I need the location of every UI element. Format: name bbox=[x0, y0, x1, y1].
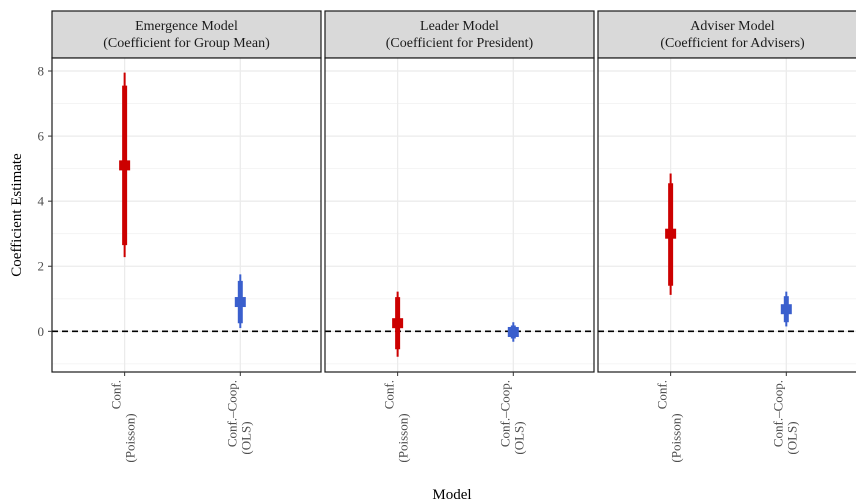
y-tick-label: 6 bbox=[38, 129, 45, 144]
y-axis-title: Coefficient Estimate bbox=[9, 153, 25, 277]
x-tick-label: Conf.–Coop. bbox=[770, 380, 785, 447]
x-tick-label-line2: (OLS) bbox=[784, 421, 799, 454]
panel-background bbox=[598, 58, 856, 372]
panel-strip bbox=[51, 10, 322, 59]
x-tick-label: Conf. bbox=[109, 380, 124, 409]
panel-border bbox=[51, 57, 322, 373]
point-estimate bbox=[234, 297, 246, 308]
panel-title: Leader Model bbox=[420, 19, 499, 34]
panel-title: Emergence Model bbox=[135, 19, 238, 34]
x-tick-label: Conf. bbox=[382, 380, 397, 409]
panel-3: Adviser Model (Coefficient for Advisers) C… bbox=[597, 10, 856, 463]
panel-title: Adviser Model bbox=[690, 19, 774, 34]
point-estimate bbox=[507, 326, 519, 337]
x-tick-label-line2: (OLS) bbox=[238, 421, 253, 454]
point-estimate bbox=[392, 318, 404, 329]
x-tick-label-line2: (Poisson) bbox=[396, 413, 411, 462]
point-estimate bbox=[665, 228, 677, 239]
x-tick-label: Conf.–Coop. bbox=[497, 380, 512, 447]
panels: Emergence Model (Coefficient for Group Me… bbox=[38, 10, 856, 463]
panel-border bbox=[324, 57, 595, 373]
x-tick-label-line2: (Poisson) bbox=[669, 413, 684, 462]
y-tick-label: 8 bbox=[38, 64, 45, 79]
point-estimate bbox=[780, 304, 792, 315]
y-tick-label: 0 bbox=[38, 324, 45, 339]
panel-2: Leader Model (Coefficient for President) C… bbox=[324, 10, 595, 463]
y-tick-label: 4 bbox=[38, 194, 45, 209]
panel-background bbox=[325, 58, 594, 372]
x-tick-label: Conf.–Coop. bbox=[224, 380, 239, 447]
panel-1: Emergence Model (Coefficient for Group Me… bbox=[51, 10, 322, 463]
panel-border bbox=[597, 57, 856, 373]
panel-strip bbox=[597, 10, 856, 59]
panel-subtitle: (Coefficient for President) bbox=[386, 36, 534, 51]
point-estimate bbox=[119, 160, 131, 171]
y-tick-label: 2 bbox=[38, 259, 45, 274]
x-tick-label: Conf. bbox=[655, 380, 670, 409]
panel-subtitle: (Coefficient for Group Mean) bbox=[103, 36, 270, 51]
panel-background bbox=[52, 58, 321, 372]
x-tick-label-line2: (Poisson) bbox=[123, 413, 138, 462]
panel-subtitle: (Coefficient for Advisers) bbox=[660, 36, 805, 51]
x-axis-title: Model bbox=[432, 487, 471, 503]
x-tick-label-line2: (OLS) bbox=[511, 421, 526, 454]
